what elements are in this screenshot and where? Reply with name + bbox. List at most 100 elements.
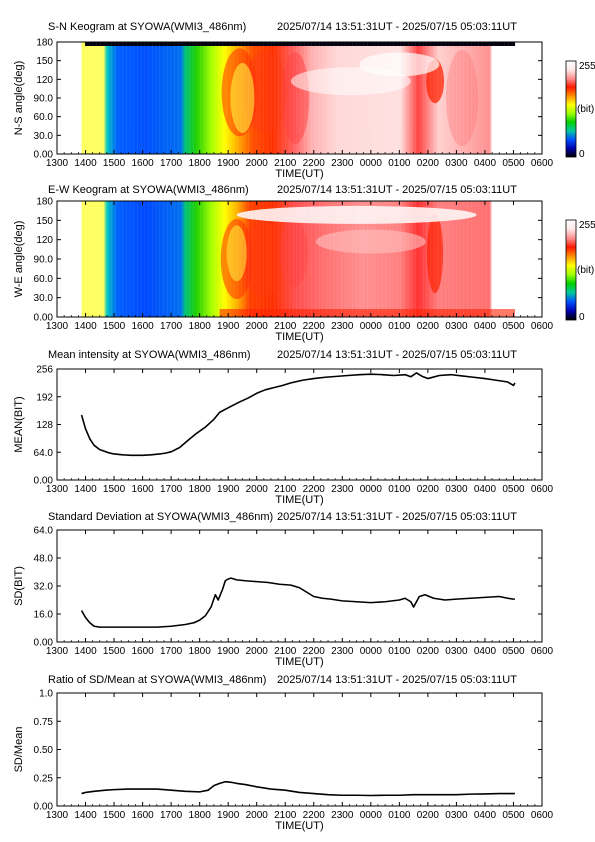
y-tick-label: 180 <box>36 38 53 49</box>
x-tick-label: 1700 <box>160 484 183 495</box>
y-tick-label: 0.00 <box>34 638 54 649</box>
y-tick-label: 60.0 <box>34 112 54 123</box>
y-tick-label: 16.0 <box>34 610 54 621</box>
x-tick-label: 0100 <box>388 484 411 495</box>
x-tick-label: 1500 <box>103 810 126 821</box>
colorbar <box>565 60 577 158</box>
x-tick-label: 1900 <box>217 810 240 821</box>
keogram-image <box>81 201 516 317</box>
x-tick-label: 1900 <box>217 646 240 657</box>
keogram-feature <box>230 63 255 133</box>
time-range: 2025/07/14 13:51:31UT - 2025/07/15 05:03… <box>277 184 517 196</box>
y-tick-label: 60.0 <box>34 274 54 285</box>
x-axis-label: TIME(UT) <box>275 656 323 668</box>
y-tick-label: 0.00 <box>34 476 54 487</box>
y-axis-label: SD/Mean <box>13 727 25 773</box>
keogram-feature <box>279 219 308 288</box>
x-tick-label: 1300 <box>46 810 69 821</box>
time-range: 2025/07/14 13:51:31UT - 2025/07/15 05:03… <box>277 511 517 523</box>
x-tick-label: 0500 <box>502 158 525 169</box>
x-tick-label: 0600 <box>531 810 554 821</box>
x-tick-label: 2200 <box>303 321 326 332</box>
x-tick-label: 0500 <box>502 321 525 332</box>
x-tick-label: 0000 <box>360 646 383 657</box>
x-tick-label: 1700 <box>160 810 183 821</box>
x-tick-label: 0500 <box>502 484 525 495</box>
y-tick-label: 0.00 <box>34 802 54 813</box>
panel-mean: Mean intensity at SYOWA(WMI3_486nm) 2025/… <box>13 349 554 506</box>
colorbar-max-label: 255 <box>579 61 595 72</box>
x-tick-label: 0600 <box>531 158 554 169</box>
x-tick-label: 2000 <box>246 321 269 332</box>
x-axis-label: TIME(UT) <box>275 820 323 832</box>
x-tick-label: 1400 <box>74 321 97 332</box>
colorbar-min-label: 0 <box>579 149 585 160</box>
x-tick-label: 2300 <box>331 158 354 169</box>
x-tick-label: 2300 <box>331 484 354 495</box>
y-tick-label: 64.0 <box>34 526 54 537</box>
x-tick-label: 0100 <box>388 646 411 657</box>
x-tick-label: 0000 <box>360 810 383 821</box>
y-tick-label: 192 <box>36 392 53 403</box>
y-tick-label: 90.0 <box>34 255 54 266</box>
x-tick-label: 0400 <box>474 158 497 169</box>
y-tick-label: 0.00 <box>34 150 54 161</box>
x-tick-label: 1800 <box>189 321 212 332</box>
y-tick-label: 0.75 <box>34 717 54 728</box>
x-tick-label: 1300 <box>46 646 69 657</box>
keogram-feature <box>243 50 288 135</box>
keogram-feature <box>446 50 479 146</box>
colorbar-max-label: 255 <box>579 220 595 231</box>
x-tick-label: 0100 <box>388 321 411 332</box>
y-tick-label: 150 <box>36 56 53 67</box>
y-tick-label: 0.25 <box>34 773 54 784</box>
x-tick-label: 0200 <box>417 158 440 169</box>
y-tick-label: 150 <box>36 216 53 227</box>
x-tick-label: 1400 <box>74 158 97 169</box>
x-tick-label: 2100 <box>274 810 297 821</box>
x-tick-label: 1300 <box>46 321 69 332</box>
x-tick-label: 0200 <box>417 321 440 332</box>
x-tick-label: 1400 <box>74 646 97 657</box>
x-tick-label: 0200 <box>417 810 440 821</box>
x-tick-label: 0500 <box>502 810 525 821</box>
keogram-feature <box>226 225 247 282</box>
keogram-feature <box>427 213 444 294</box>
x-tick-label: 0100 <box>388 810 411 821</box>
plot-frame <box>56 529 543 643</box>
y-axis-label: N-S angle(deg) <box>13 61 25 136</box>
keogram-feature <box>236 205 477 224</box>
x-tick-label: 0200 <box>417 646 440 657</box>
x-tick-label: 0400 <box>474 810 497 821</box>
y-axis-label: MEAN(BIT) <box>13 396 25 452</box>
x-tick-label: 2000 <box>246 484 269 495</box>
x-tick-label: 1800 <box>189 158 212 169</box>
x-tick-label: 0400 <box>474 484 497 495</box>
y-tick-label: 48.0 <box>34 554 54 565</box>
y-tick-label: 32.0 <box>34 582 54 593</box>
x-axis-label: TIME(UT) <box>275 494 323 506</box>
x-tick-label: 1800 <box>189 810 212 821</box>
chart-title: Standard Deviation at SYOWA(WMI3_486nm) <box>48 511 273 523</box>
x-tick-label: 0500 <box>502 646 525 657</box>
x-tick-label: 1300 <box>46 484 69 495</box>
x-tick-label: 1800 <box>189 484 212 495</box>
time-range: 2025/07/14 13:51:31UT - 2025/07/15 05:03… <box>277 21 517 33</box>
x-tick-label: 2000 <box>246 158 269 169</box>
y-tick-label: 120 <box>36 235 53 246</box>
x-tick-label: 1600 <box>131 158 154 169</box>
x-tick-label: 0000 <box>360 484 383 495</box>
x-tick-label: 0400 <box>474 646 497 657</box>
y-tick-label: 180 <box>36 197 53 208</box>
colorbar-min-label: 0 <box>579 312 585 323</box>
x-tick-label: 2200 <box>303 158 326 169</box>
x-tick-label: 1900 <box>217 484 240 495</box>
x-tick-label: 2000 <box>246 810 269 821</box>
x-tick-label: 2300 <box>331 810 354 821</box>
keogram-feature <box>359 52 440 77</box>
x-tick-label: 1400 <box>74 484 97 495</box>
y-axis-label: W-E angle(deg) <box>13 221 25 298</box>
chart-title: E-W Keogram at SYOWA(WMI3_486nm) <box>48 184 249 196</box>
y-tick-label: 0.50 <box>34 745 54 756</box>
